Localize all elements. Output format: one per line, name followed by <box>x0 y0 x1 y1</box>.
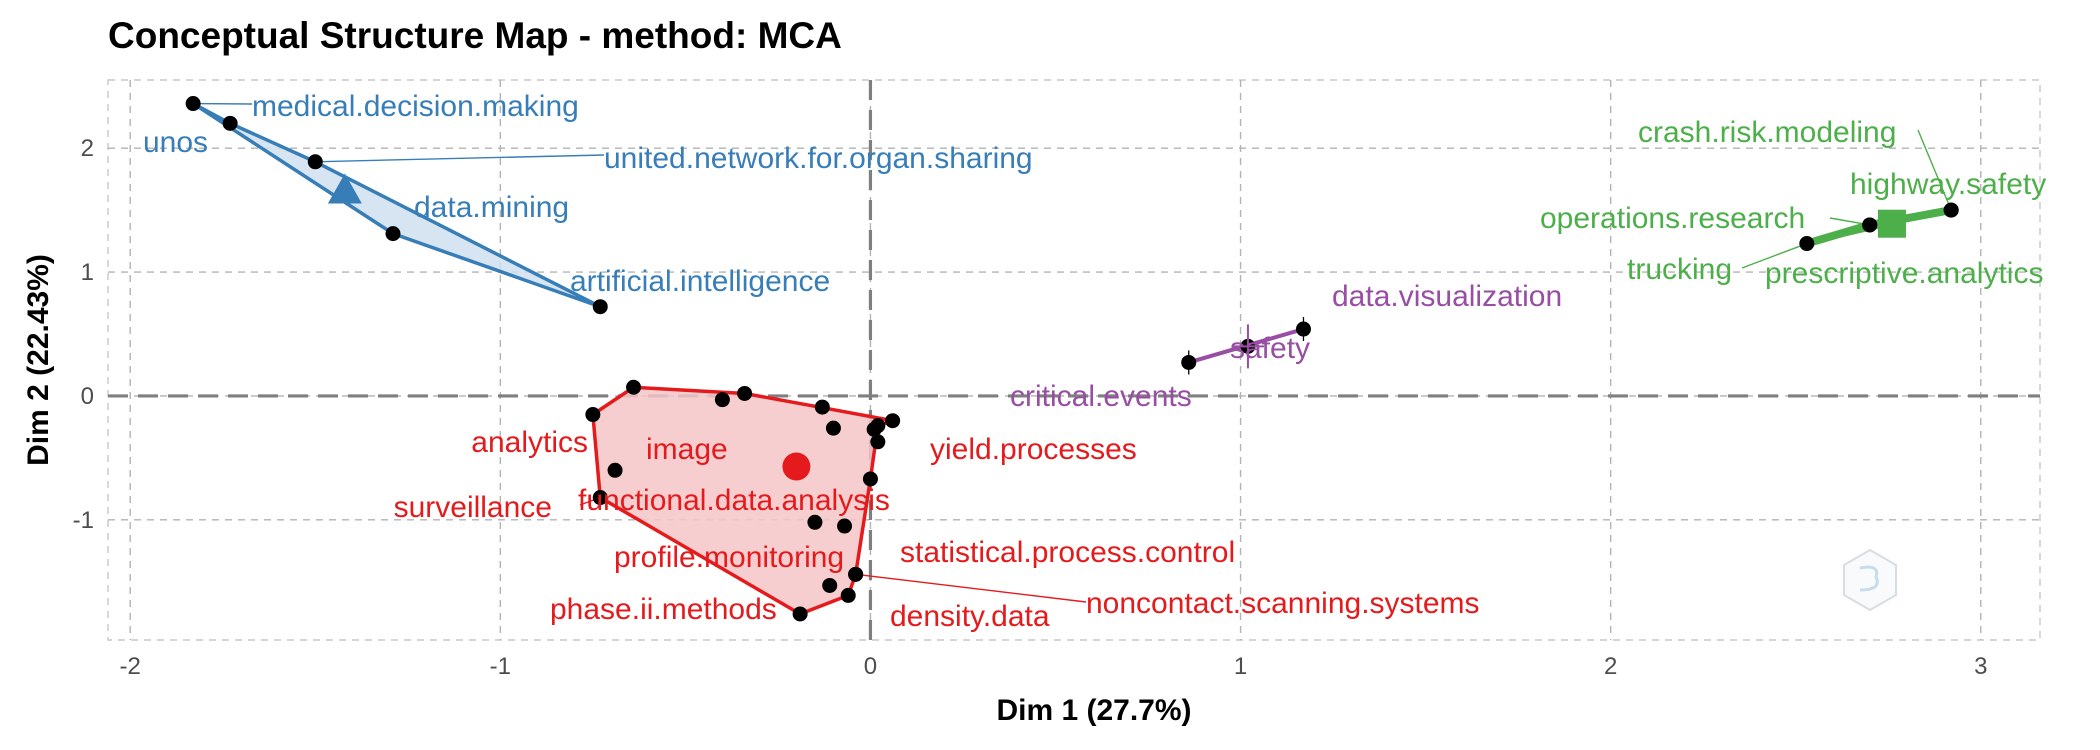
label-unos: unos <box>143 126 208 159</box>
leader-united-network-for-organ-sharing <box>315 154 605 163</box>
label-prescriptive-analytics: prescriptive.analytics <box>1765 257 2043 290</box>
point-phase-ii-methods <box>792 606 808 622</box>
label-noncontact-scanning-systems: noncontact.scanning.systems <box>1086 587 1480 620</box>
point-labels: analytics yield.processes image surveillanc… <box>143 90 2046 633</box>
x-tick-label: 1 <box>1234 653 1247 680</box>
watermark <box>1843 548 1897 612</box>
point-highway-safety <box>1943 202 1959 218</box>
tick-labels: -2 -1 0 1 2 3 -1 0 1 2 <box>73 135 1988 680</box>
y-axis-title: Dim 2 (22.43%) <box>22 254 55 466</box>
label-medical-decision-making: medical.decision.making <box>252 90 579 123</box>
label-image: image <box>646 433 728 466</box>
point-analytics <box>585 407 601 423</box>
point-profile-monitoring <box>837 518 853 534</box>
x-tick-label: 2 <box>1604 653 1617 680</box>
label-leader-lines <box>193 102 1952 603</box>
point-cluster-1-8 <box>870 434 886 450</box>
point-prescriptive-analytics <box>1862 217 1878 233</box>
label-yield-processes: yield.processes <box>930 433 1137 466</box>
point-medical-decision-making <box>185 96 201 112</box>
y-tick-label: 0 <box>81 383 94 410</box>
point-functional-data-analysis <box>862 471 878 487</box>
label-critical-events: critical.events <box>1010 380 1192 413</box>
label-highway-safety: highway.safety <box>1850 168 2046 201</box>
label-density-data: density.data <box>890 600 1050 633</box>
point-yield-processes <box>885 413 901 429</box>
point-surveillance <box>592 490 608 506</box>
point-unos <box>222 115 238 131</box>
leader-crash-risk-modeling <box>1917 129 1952 211</box>
label-analytics: analytics <box>471 426 588 459</box>
y-tick-label: 1 <box>81 259 94 286</box>
label-operations-research: operations.research <box>1540 202 1805 235</box>
hexagon-shape <box>1843 548 1897 612</box>
hexagon-logo-icon <box>1843 548 1897 612</box>
label-artificial-intelligence: artificial.intelligence <box>570 265 830 298</box>
point-cluster-1-16 <box>822 577 838 593</box>
x-tick-label: -2 <box>120 653 141 680</box>
x-axis-title: Dim 1 (27.7%) <box>996 694 1191 727</box>
cluster-3-centroid <box>1877 209 1906 238</box>
x-tick-label: 0 <box>864 653 877 680</box>
point-image <box>607 462 623 478</box>
grid-layer <box>107 79 2041 641</box>
point-cluster-1-2 <box>714 392 730 408</box>
x-tick-label: -1 <box>490 653 511 680</box>
x-tick-label: 3 <box>1974 653 1987 680</box>
y-tick-label: 2 <box>81 135 94 162</box>
label-data-visualization: data.visualization <box>1332 280 1562 313</box>
point-cluster-1-3 <box>737 385 753 401</box>
chart-title: Conceptual Structure Map - method: MCA <box>108 15 842 56</box>
point-noncontact-scanning-systems <box>848 566 864 582</box>
label-crash-risk-modeling: crash.risk.modeling <box>1638 116 1896 149</box>
label-data-mining: data.mining <box>414 191 569 224</box>
cluster-centroids <box>327 173 1906 481</box>
point-cluster-1-4 <box>814 399 830 415</box>
point-cluster-1-13 <box>807 514 823 530</box>
hexagon-glyph <box>1859 565 1879 592</box>
point-data-mining <box>385 226 401 242</box>
point-cluster-1-7 <box>870 418 886 434</box>
point-trucking <box>1799 236 1815 252</box>
plot-panel-border <box>107 79 2041 641</box>
cluster-1-hull <box>591 385 895 616</box>
leader-trucking <box>1741 242 1808 269</box>
point-cluster-1-5 <box>825 420 841 436</box>
label-united-network-for-organ-sharing: united.network.for.organ.sharing <box>604 142 1033 175</box>
label-profile-monitoring: profile.monitoring <box>614 541 844 574</box>
point-artificial-intelligence <box>592 299 608 315</box>
cluster-2-centroid <box>327 173 362 204</box>
point-cluster-1-1 <box>626 379 642 395</box>
y-tick-label: -1 <box>73 507 94 534</box>
point-density-data <box>840 587 856 603</box>
point-united-network-for-organ-sharing <box>307 154 323 170</box>
leader-noncontact-scanning-systems <box>855 573 1087 603</box>
label-trucking: trucking <box>1627 253 1732 286</box>
label-phase-ii-methods: phase.ii.methods <box>550 593 777 626</box>
label-surveillance: surveillance <box>394 491 552 524</box>
label-statistical-process-control: statistical.process.control <box>900 536 1235 569</box>
cluster-1-centroid <box>782 452 811 481</box>
label-functional-data-analysis: functional.data.analysis <box>578 484 890 517</box>
label-safety: safety <box>1230 332 1310 365</box>
